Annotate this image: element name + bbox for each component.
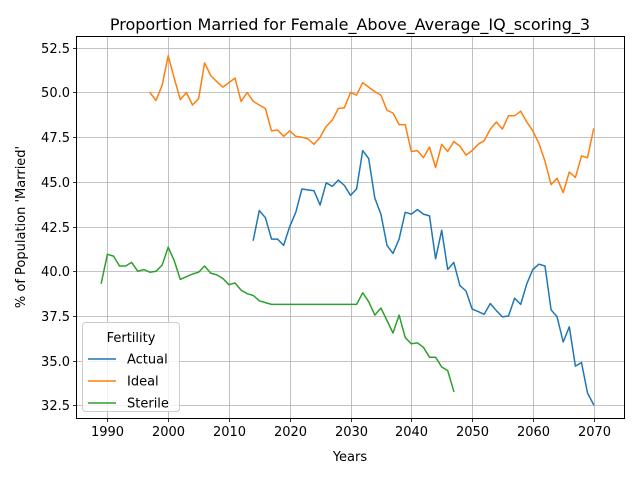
y-tick-label: 37.5 — [41, 310, 70, 325]
legend-label-actual: Actual — [127, 353, 168, 368]
y-tick-label: 47.5 — [41, 131, 70, 146]
series-line-actual — [252, 149, 595, 406]
y-tick-label: 52.5 — [41, 42, 70, 57]
y-tick-label: 42.5 — [41, 221, 70, 236]
y-tick-label: 50.0 — [41, 86, 70, 101]
y-tick-label: 32.5 — [41, 399, 70, 414]
x-tick-label: 2020 — [274, 425, 307, 440]
grid — [77, 37, 624, 418]
x-tick-label: 1990 — [91, 425, 124, 440]
legend: Fertility Actual Ideal Sterile — [82, 322, 180, 412]
y-tick-label: 40.0 — [41, 265, 70, 280]
x-tick-label: 2070 — [578, 425, 611, 440]
series-line-ideal — [148, 55, 595, 194]
legend-box — [82, 322, 180, 412]
series-group — [100, 55, 595, 406]
x-tick-label: 2060 — [517, 425, 550, 440]
series-line-sterile — [100, 246, 455, 393]
legend-title: Fertility — [107, 331, 156, 346]
x-tick-label: 2000 — [152, 425, 185, 440]
y-tick-label: 35.0 — [41, 355, 70, 370]
x-tick-label: 2050 — [456, 425, 489, 440]
y-axis-title: % of Population 'Married' — [14, 146, 29, 308]
x-tick-label: 2030 — [335, 425, 368, 440]
chart-title: Proportion Married for Female_Above_Aver… — [110, 15, 590, 35]
x-tick-label: 2040 — [395, 425, 428, 440]
x-tick-label: 2010 — [213, 425, 246, 440]
y-axis: 32.5 35.0 37.5 40.0 42.5 45.0 47.5 50.0 52.5 — [41, 42, 77, 414]
legend-items: Actual Ideal Sterile — [88, 353, 169, 412]
y-tick-label: 45.0 — [41, 176, 70, 191]
legend-label-sterile: Sterile — [127, 397, 169, 412]
x-axis: 1990 2000 2010 2020 2030 2040 2050 2060 2070 — [91, 418, 611, 440]
legend-label-ideal: Ideal — [127, 375, 159, 390]
x-axis-title: Years — [332, 450, 368, 465]
